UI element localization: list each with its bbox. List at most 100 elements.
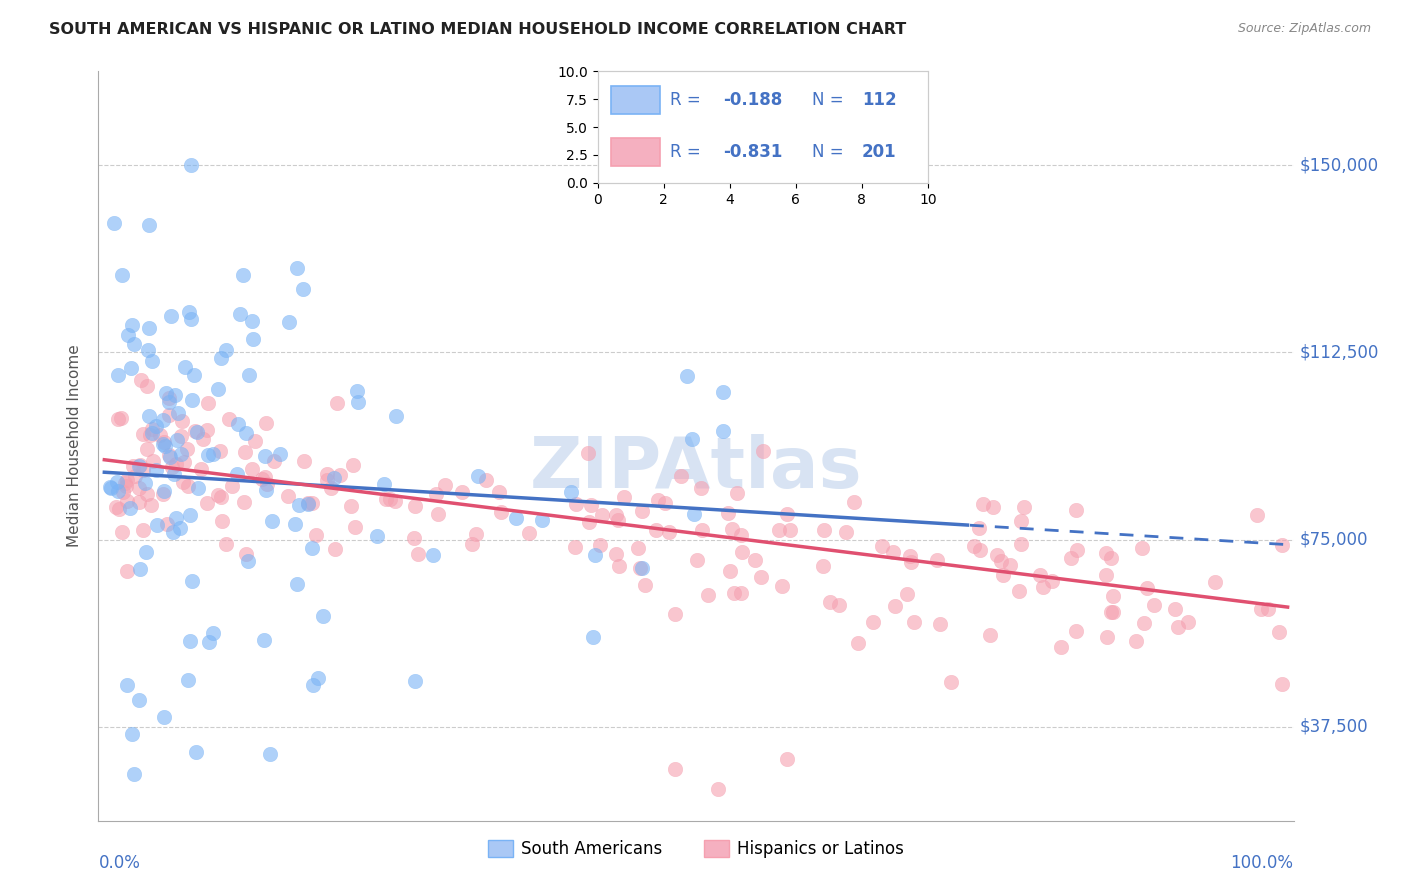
Point <box>896 587 918 601</box>
Point <box>277 490 299 504</box>
Point <box>939 674 962 689</box>
Point <box>117 564 139 578</box>
Point <box>589 538 612 552</box>
Text: R =: R = <box>671 91 706 109</box>
Point <box>723 585 745 599</box>
Point <box>186 425 208 439</box>
Point <box>1102 605 1125 619</box>
Point <box>179 508 201 522</box>
Point <box>128 693 150 707</box>
Point <box>605 508 627 522</box>
Point <box>323 541 346 556</box>
Text: N =: N = <box>813 91 849 109</box>
Point <box>114 476 136 491</box>
Text: 100.0%: 100.0% <box>1230 855 1294 872</box>
Point <box>1271 538 1294 552</box>
Point <box>565 497 588 511</box>
Point <box>690 481 713 495</box>
Point <box>155 385 177 400</box>
Point <box>323 471 346 485</box>
Point <box>288 498 311 512</box>
Point <box>1010 537 1032 551</box>
Point <box>385 409 408 423</box>
Point <box>254 416 277 430</box>
Point <box>721 522 744 536</box>
Point <box>177 479 200 493</box>
Point <box>1133 615 1156 630</box>
Point <box>658 524 681 539</box>
Point <box>967 521 990 535</box>
Point <box>112 484 135 499</box>
Point <box>1257 602 1279 616</box>
Point <box>111 524 134 539</box>
Point <box>1143 598 1166 612</box>
Point <box>707 782 730 797</box>
Point <box>340 499 363 513</box>
Point <box>813 523 835 537</box>
Point <box>155 439 177 453</box>
Point <box>176 442 198 456</box>
Point <box>425 486 447 500</box>
Point <box>749 570 772 584</box>
Point <box>263 454 285 468</box>
Point <box>159 450 181 464</box>
Point <box>238 368 260 382</box>
Point <box>630 503 652 517</box>
Point <box>201 446 224 460</box>
Point <box>560 484 582 499</box>
Point <box>169 521 191 535</box>
Point <box>768 523 790 537</box>
Point <box>404 674 426 689</box>
Point <box>1095 631 1118 645</box>
Point <box>232 268 254 282</box>
Point <box>963 539 986 553</box>
Point <box>467 469 489 483</box>
Point <box>1008 583 1031 598</box>
Point <box>235 426 257 441</box>
Point <box>114 478 136 492</box>
Point <box>198 635 221 649</box>
Point <box>986 548 1008 562</box>
Point <box>366 529 388 543</box>
Point <box>165 510 187 524</box>
Point <box>730 586 752 600</box>
Point <box>138 218 160 232</box>
Point <box>214 343 236 357</box>
Point <box>979 627 1001 641</box>
Point <box>145 463 167 477</box>
Point <box>115 473 138 487</box>
Point <box>180 312 202 326</box>
Point <box>475 473 498 487</box>
Point <box>1029 568 1052 582</box>
Point <box>136 487 159 501</box>
Point <box>1014 500 1036 515</box>
Point <box>121 459 143 474</box>
Point <box>145 418 167 433</box>
Point <box>342 458 364 472</box>
Point <box>711 384 734 399</box>
Point <box>1267 625 1289 640</box>
Point <box>170 429 193 443</box>
Point <box>1271 677 1294 691</box>
Point <box>870 539 893 553</box>
Point <box>346 384 368 399</box>
Point <box>770 579 793 593</box>
Point <box>991 567 1014 582</box>
Point <box>111 268 134 282</box>
Point <box>177 305 200 319</box>
Point <box>465 527 488 541</box>
Point <box>730 528 752 542</box>
Point <box>259 747 281 762</box>
Point <box>751 444 773 458</box>
Text: 0.0%: 0.0% <box>98 855 141 872</box>
Point <box>1130 541 1153 556</box>
Point <box>170 414 193 428</box>
Point <box>240 314 263 328</box>
Point <box>103 216 125 230</box>
Point <box>173 360 195 375</box>
Point <box>221 479 243 493</box>
Point <box>162 525 184 540</box>
Point <box>581 498 603 512</box>
Point <box>329 467 352 482</box>
Point <box>925 553 948 567</box>
